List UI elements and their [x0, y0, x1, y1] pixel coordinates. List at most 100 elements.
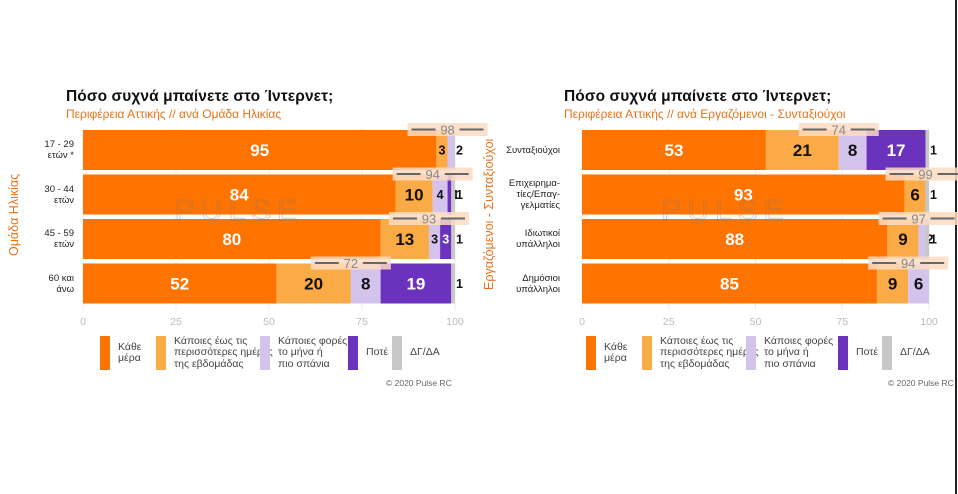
legend-label-line: Ποτέ [366, 346, 389, 359]
bar-segment [918, 219, 926, 259]
data-label: 1 [456, 277, 463, 291]
legend-label: ΔΓ/ΔΑ [410, 347, 440, 359]
legend-item: Κάποιες φορές το μήνα ή πιο σπάνια [746, 335, 833, 370]
legend-item: Κάποιες έως τις περισσότερες ημέρες της εβ… [156, 335, 273, 370]
data-label: 9 [898, 230, 907, 249]
copyright: © 2020 Pulse RC [386, 378, 452, 388]
bar-segment [350, 263, 381, 304]
summary-value: 94 [425, 167, 439, 182]
summary-label-bg [868, 256, 949, 270]
legend-swatch [348, 336, 358, 370]
data-label: 88 [725, 230, 744, 249]
category-label-line: ετών * [47, 150, 74, 161]
bar-segment [440, 219, 452, 259]
data-label: 2 [456, 144, 463, 158]
summary-value: 99 [918, 167, 932, 182]
data-label: 4 [437, 188, 444, 202]
category-label: 60 και άνω [0, 273, 74, 295]
legend-swatch [746, 336, 756, 370]
legend-label-line: Κάποιες φορές [278, 334, 348, 347]
data-label: 1 [456, 188, 463, 202]
x-tick-label: 25 [170, 316, 182, 328]
category-label-line: Επιχειρημα- [508, 178, 560, 189]
legend-label-line: το μήνα ή [278, 346, 323, 359]
summary-label-bg [885, 167, 958, 181]
bar-segment [838, 130, 867, 170]
legend-swatch [392, 336, 402, 370]
legend-swatch [586, 336, 596, 370]
data-label: 13 [395, 230, 414, 249]
bar-segment [866, 130, 926, 170]
legend-label-line: της εβδομάδας [174, 357, 244, 370]
summary-value: 97 [911, 212, 925, 227]
data-label: 3 [442, 233, 449, 247]
legend-label-line: Κάθε [118, 340, 142, 353]
legend-label: Ποτέ [856, 347, 878, 359]
x-tick-label: 100 [920, 316, 938, 328]
bar-segment [925, 219, 929, 259]
legend-item: Κάθε μέρα [586, 336, 627, 370]
category-label: 45 - 59 ετών [0, 228, 74, 250]
summary-label: 98 [407, 123, 488, 138]
bar-segment [380, 219, 429, 259]
chart-subtitle: Περιφέρεια Αττικής // ανά Ομάδα Ηλικίας [66, 107, 282, 121]
legend-label: ΔΓ/ΔΑ [900, 347, 930, 359]
legend-label-line: περισσότερες ημέρες [174, 346, 273, 359]
watermark: PULSE [661, 195, 789, 228]
summary-label: 99 [885, 167, 958, 182]
summary-label-bg [798, 123, 879, 136]
bar-segment [83, 130, 437, 170]
data-label: 1 [456, 233, 463, 247]
category-label-line: ετών [53, 194, 74, 206]
x-tick-label: 0 [579, 316, 585, 328]
category-label-line: Ιδιωτικοί [524, 228, 560, 239]
bar-segment [83, 263, 277, 304]
summary-label: 72 [310, 256, 391, 271]
data-label: 93 [734, 186, 753, 205]
legend-label-line: Κάθε [604, 340, 628, 353]
bar-segment [447, 130, 455, 170]
legend: Κάθε μέρα Κάποιες έως τις περισσότερες ημέρ… [100, 334, 470, 376]
bar-segment [428, 219, 441, 259]
bar-segment [582, 263, 877, 304]
category-label-line: 45 - 59 [44, 228, 74, 239]
bar-segment [451, 174, 455, 215]
legend-swatch [838, 336, 848, 370]
data-label: 17 [887, 141, 906, 160]
summary-label: 94 [868, 256, 949, 271]
legend-swatch [100, 336, 110, 370]
data-label: 9 [888, 275, 897, 294]
legend: Κάθε μέρα Κάποιες έως τις περισσότερες ημέρ… [586, 335, 946, 376]
bar-segment [582, 219, 888, 259]
category-label-line: 60 και [48, 272, 74, 284]
data-label: 8 [361, 275, 370, 294]
x-tick-label: 50 [750, 316, 762, 328]
category-label-line: υπάλληλοι [516, 283, 560, 295]
category-label: 17 - 29 ετών * [0, 139, 74, 161]
bar-segment [887, 219, 919, 259]
category-label: Συνταξιούχοι [480, 145, 560, 156]
legend-item: Κάποιες έως τις περισσότερες ημέρες της εβ… [642, 335, 759, 370]
x-tick-label: 100 [446, 316, 464, 328]
data-label: 21 [793, 141, 812, 160]
data-label: 1 [930, 188, 937, 202]
legend-item: Κάποιες φορές το μήνα ή πιο σπάνια [260, 334, 348, 371]
data-label: 1 [930, 233, 937, 247]
category-label-line: άνω [56, 283, 74, 295]
data-label: 10 [405, 186, 424, 205]
category-label-line: 17 - 29 [44, 139, 74, 150]
bar-segment [276, 263, 351, 304]
summary-label-bg [878, 212, 958, 225]
legend-label-line: το μήνα ή [764, 346, 809, 359]
legend-label: Κάποιες φορές το μήνα ή πιο σπάνια [278, 334, 348, 371]
summary-label: 93 [388, 212, 469, 227]
data-label: 6 [914, 275, 923, 294]
legend-label-line: πιο σπάνια [278, 357, 330, 370]
bar-segment [83, 219, 381, 259]
bar-segment [451, 263, 455, 304]
data-label: 80 [222, 230, 241, 249]
category-label-line: ετών [53, 239, 74, 250]
data-label: 3 [439, 144, 446, 158]
summary-label-bg [392, 167, 473, 181]
